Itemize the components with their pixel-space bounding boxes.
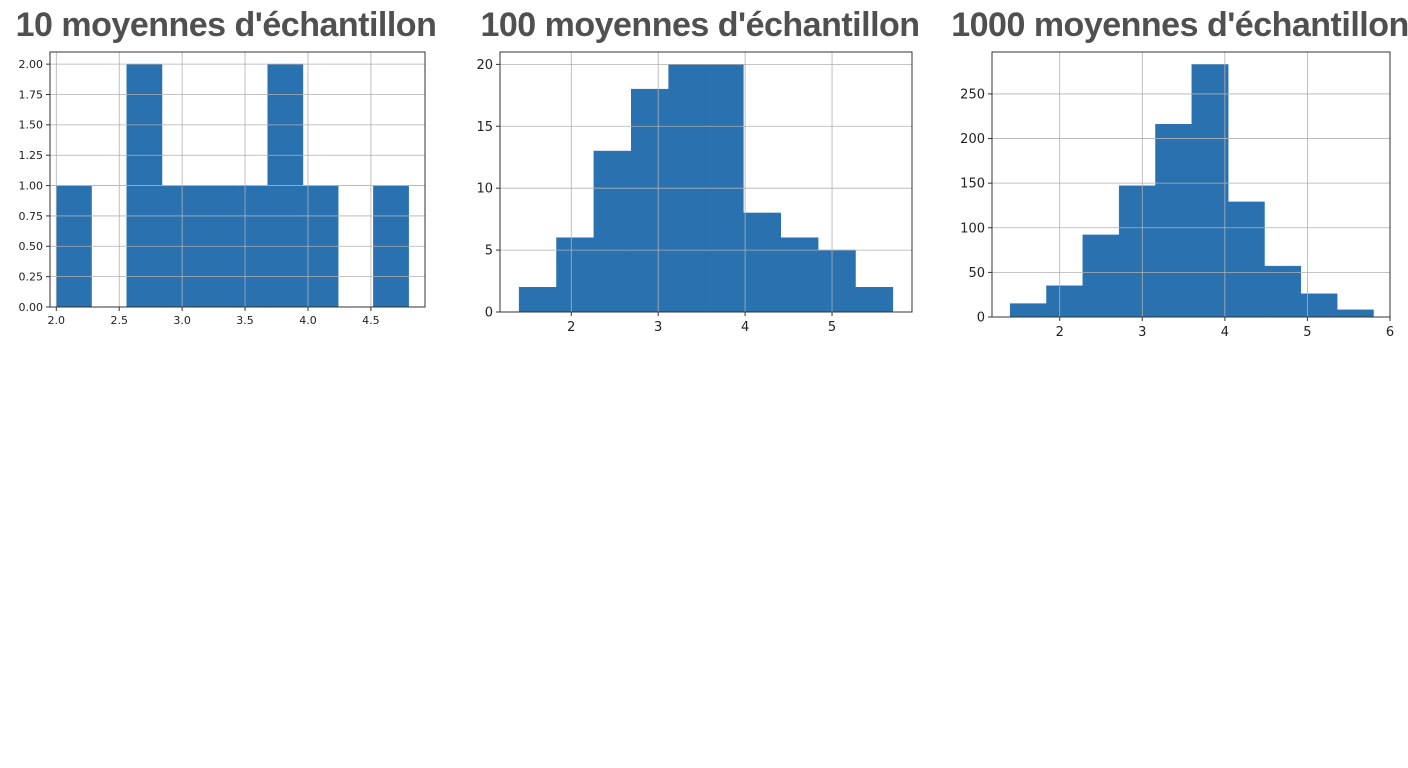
y-tick-label: 0	[977, 311, 985, 326]
x-tick-label: 4	[1221, 325, 1229, 340]
y-tick-label: 200	[960, 132, 985, 147]
axes-frame	[991, 51, 1391, 318]
histogram-bar	[780, 237, 819, 313]
y-tick-label: 2.00	[19, 58, 44, 71]
x-tick-label: 2	[1056, 325, 1064, 340]
y-tick-label: 0.50	[19, 240, 44, 253]
histogram-bar	[1046, 285, 1084, 318]
y-tick-label: 1.00	[19, 179, 44, 192]
histogram-bar	[1300, 293, 1338, 318]
axes-frame	[499, 51, 913, 313]
x-tick-label: 4.5	[362, 314, 380, 327]
chart-title: 100 moyennes d'échantillon	[480, 6, 920, 44]
x-tick-label: 5	[1303, 325, 1311, 340]
y-tick-label: 50	[968, 266, 985, 281]
histogram-panel-100: 100 moyennes d'échantillon 2 3 4 5 0 5 10 15 20	[460, 0, 940, 340]
chart-title: 1000 moyennes d'échantillon	[951, 6, 1408, 44]
y-tick-label: 1.75	[19, 88, 44, 101]
histogram-bar	[1155, 124, 1193, 318]
x-tick-label: 3.0	[173, 314, 191, 327]
y-tick-label: 0.00	[19, 301, 44, 314]
histogram-100: 2 3 4 5 0 5 10 15 20	[476, 51, 913, 335]
y-tick-label: 150	[960, 177, 985, 192]
x-tick-label: 3.5	[236, 314, 254, 327]
x-tick-label: 4.0	[299, 314, 317, 327]
histogram-bar	[593, 150, 632, 313]
y-tick-label: 250	[960, 87, 985, 102]
histogram-panel-1000: 1000 moyennes d'échantillon 2 3 4 5 6 0 50 100 1…	[940, 0, 1408, 340]
x-tick-label: 2.5	[110, 314, 128, 327]
histogram-bar	[630, 88, 669, 313]
histogram-bar	[518, 286, 557, 313]
histogram-bar	[855, 286, 894, 313]
chart-title: 10 moyennes d'échantillon	[15, 6, 437, 44]
histogram-bar	[1082, 234, 1120, 318]
x-tick-label: 2	[567, 320, 575, 335]
y-tick-label: 15	[476, 120, 493, 135]
y-tick-label: 10	[476, 182, 493, 197]
x-tick-label: 3	[1138, 325, 1146, 340]
histogram-bar	[1009, 303, 1047, 318]
x-tick-label: 2.0	[48, 314, 66, 327]
histogram-panel-10: 10 moyennes d'échantillon 2.0 2.5 3.0 3.5 4.…	[0, 0, 460, 340]
histogram-bar	[1191, 64, 1229, 318]
histogram-bar	[556, 237, 595, 313]
histogram-bar	[1264, 265, 1302, 318]
x-tick-label: 3	[654, 320, 662, 335]
x-tick-label: 4	[741, 320, 749, 335]
histogram-bar	[1118, 185, 1156, 318]
y-tick-label: 0.75	[19, 210, 44, 223]
y-tick-label: 0.25	[19, 270, 44, 283]
histogram-bar	[1336, 309, 1374, 318]
histogram-bar	[817, 249, 856, 313]
y-tick-label: 1.50	[19, 119, 44, 132]
histogram-10: 2.0 2.5 3.0 3.5 4.0 4.5 0.00 0.25 0.50 0.75 1.00 1.…	[19, 51, 426, 327]
histogram-bar	[743, 212, 782, 313]
y-tick-label: 1.25	[19, 149, 44, 162]
histogram-bar	[1227, 201, 1265, 318]
y-tick-label: 5	[485, 244, 493, 259]
y-tick-label: 20	[476, 58, 493, 73]
y-tick-label: 100	[960, 221, 985, 236]
y-tick-label: 0	[485, 306, 493, 321]
x-tick-label: 6	[1386, 325, 1394, 340]
axes-frame	[49, 51, 426, 308]
x-tick-label: 5	[828, 320, 836, 335]
histogram-1000: 2 3 4 5 6 0 50 100 150 200 250	[960, 51, 1394, 340]
